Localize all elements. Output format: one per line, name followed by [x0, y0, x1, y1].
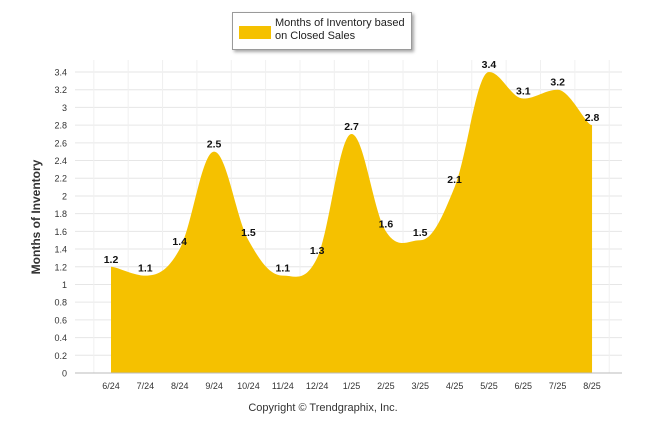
y-tick-label: 3.4	[54, 68, 67, 78]
x-tick-label: 10/24	[237, 381, 260, 391]
y-tick-label: 0.6	[54, 315, 67, 325]
x-tick-label: 12/24	[306, 381, 329, 391]
x-tick-label: 2/25	[377, 381, 395, 391]
data-label: 1.6	[379, 218, 394, 230]
x-tick-label: 6/25	[515, 381, 533, 391]
x-tick-label: 11/24	[272, 381, 294, 391]
x-tick-label: 8/24	[171, 381, 189, 391]
y-tick-label: 0.2	[54, 351, 67, 361]
area-series	[111, 72, 593, 373]
data-label: 3.1	[516, 86, 531, 98]
x-tick-label: 7/25	[549, 381, 567, 391]
x-tick-label: 4/25	[446, 381, 464, 391]
y-axis-title: Months of Inventory	[29, 159, 43, 275]
x-tick-label: 6/24	[102, 381, 120, 391]
y-tick-label: 0.8	[54, 298, 67, 308]
legend-swatch	[239, 26, 271, 39]
legend-label: Months of Inventory based on Closed Sale…	[275, 17, 405, 42]
y-tick-label: 2.6	[54, 138, 67, 148]
data-label: 2.7	[344, 121, 359, 133]
data-label: 2.1	[447, 174, 462, 186]
y-tick-label: 1.4	[54, 245, 67, 255]
x-tick-label: 7/24	[137, 381, 155, 391]
data-label: 2.5	[207, 139, 222, 151]
x-tick-label: 3/25	[411, 381, 429, 391]
data-label: 1.1	[138, 263, 153, 275]
data-label: 1.4	[172, 236, 187, 248]
data-label: 1.5	[413, 227, 428, 239]
data-label: 1.3	[310, 245, 325, 257]
y-tick-label: 2.2	[54, 174, 67, 184]
copyright-text: Copyright © Trendgraphix, Inc.	[248, 402, 398, 414]
y-tick-label: 2.8	[54, 121, 67, 131]
x-tick-label: 1/25	[343, 381, 361, 391]
y-tick-label: 1.6	[54, 227, 67, 237]
y-tick-label: 1.2	[54, 262, 67, 272]
y-tick-label: 2.4	[54, 156, 67, 166]
data-label: 1.1	[275, 263, 290, 275]
x-tick-label: 9/24	[205, 381, 223, 391]
data-label: 3.2	[550, 77, 565, 89]
data-label: 1.2	[104, 254, 119, 266]
chart-legend: Months of Inventory based on Closed Sale…	[232, 12, 412, 50]
x-tick-label: 8/25	[583, 381, 601, 391]
data-label: 1.5	[241, 227, 256, 239]
data-label: 2.8	[585, 112, 600, 124]
y-tick-label: 3	[62, 103, 67, 113]
y-tick-label: 2	[62, 191, 67, 201]
y-tick-label: 1.8	[54, 209, 67, 219]
y-tick-label: 0	[62, 369, 67, 379]
y-tick-label: 1	[62, 280, 67, 290]
x-tick-label: 5/25	[480, 381, 498, 391]
y-tick-label: 0.4	[54, 333, 67, 343]
data-label: 3.4	[482, 59, 497, 71]
y-tick-label: 3.2	[54, 85, 67, 95]
